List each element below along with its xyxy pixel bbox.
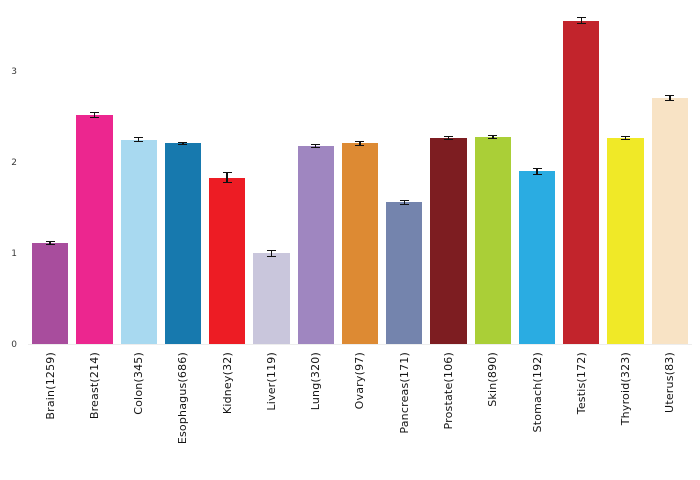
- bar-skin-890: [474, 135, 511, 344]
- bar-uterus-83: [651, 95, 688, 344]
- bar-column: [559, 8, 603, 344]
- error-bar: [45, 241, 55, 246]
- y-tick-label: 0: [11, 340, 17, 350]
- bar-kidney-32: [209, 172, 246, 344]
- bar-column: [205, 8, 249, 344]
- x-tick-label-text: Liver(119): [264, 352, 278, 411]
- bar-column: [648, 8, 692, 344]
- x-tick-label: Kidney(32): [205, 352, 249, 476]
- x-tick-label-text: Esophagus(686): [176, 352, 190, 445]
- bar-column: [117, 8, 161, 344]
- bar-column: [72, 8, 116, 344]
- bar-column: [515, 8, 559, 344]
- error-bar: [311, 144, 321, 148]
- error-bar: [399, 199, 409, 206]
- error-bar: [665, 95, 675, 101]
- x-tick-label: Thyroid(323): [603, 352, 647, 476]
- error-bar: [222, 172, 232, 184]
- bar-pancreas-171: [386, 199, 423, 344]
- x-tick-label: Prostate(106): [426, 352, 470, 476]
- bar-liver-119: [253, 249, 290, 344]
- x-tick-label-text: Brain(1259): [43, 352, 57, 420]
- x-tick-label-text: Thyroid(323): [619, 352, 633, 426]
- x-tick-label: Colon(345): [117, 352, 161, 476]
- x-tick-label: Testis(172): [559, 352, 603, 476]
- x-tick-label-text: Lung(320): [309, 352, 323, 411]
- bar-column: [294, 8, 338, 344]
- bar-testis-172: [563, 17, 600, 344]
- y-tick-label: 1: [11, 248, 17, 259]
- bar-column: [28, 8, 72, 344]
- x-tick-label-text: Breast(214): [87, 352, 101, 420]
- x-tick-label: Pancreas(171): [382, 352, 426, 476]
- x-tick-label: Liver(119): [249, 352, 293, 476]
- x-tick-label: Skin(890): [471, 352, 515, 476]
- error-bar: [488, 135, 498, 139]
- x-tick-label-text: Testis(172): [574, 352, 588, 415]
- bar-brain-1259: [31, 241, 69, 344]
- error-bar: [178, 141, 188, 145]
- bar-column: [161, 8, 205, 344]
- bar-prostate-106: [430, 136, 467, 344]
- error-bar: [355, 140, 365, 147]
- x-tick-label: Uterus(83): [648, 352, 692, 476]
- x-tick-label: Ovary(97): [338, 352, 382, 476]
- error-bar: [134, 137, 144, 142]
- x-axis-labels: Brain(1259) Breast(214) Colon(345) Esophagu…: [28, 352, 692, 476]
- y-tick-label: 3: [11, 66, 17, 77]
- x-tick-label-text: Pancreas(171): [397, 352, 411, 434]
- error-bar: [89, 112, 99, 118]
- x-tick-label-text: Skin(890): [486, 352, 500, 407]
- x-tick-label: Breast(214): [72, 352, 116, 476]
- bar-column: [603, 8, 647, 344]
- x-tick-label-text: Kidney(32): [220, 352, 234, 415]
- bar-column: [382, 8, 426, 344]
- error-bar: [532, 167, 542, 176]
- x-tick-label: Stomach(192): [515, 352, 559, 476]
- bar-colon-345: [120, 137, 157, 344]
- bar-thyroid-323: [607, 136, 644, 344]
- bar-esophagus-686: [164, 141, 202, 344]
- error-bar: [621, 136, 631, 140]
- x-tick-label: Lung(320): [294, 352, 338, 476]
- bar-column: [426, 8, 470, 344]
- bar-column: [338, 8, 382, 344]
- x-tick-label: Brain(1259): [28, 352, 72, 476]
- y-axis: 0 1 2 3: [0, 8, 22, 350]
- bar-column: [249, 8, 293, 344]
- x-tick-label-text: Stomach(192): [530, 352, 544, 433]
- plot-area: [28, 8, 692, 345]
- x-tick-label: Esophagus(686): [161, 352, 205, 476]
- error-bar: [444, 136, 454, 140]
- x-tick-label-text: Ovary(97): [353, 352, 367, 410]
- x-tick-label-text: Uterus(83): [663, 352, 677, 413]
- bar-lung-320: [297, 144, 334, 344]
- error-bar: [266, 249, 276, 257]
- x-tick-label-text: Colon(345): [132, 352, 146, 415]
- bar-ovary-97: [341, 140, 379, 344]
- x-tick-label-text: Prostate(106): [442, 352, 456, 430]
- bar-breast-214: [76, 112, 113, 344]
- bar-column: [471, 8, 515, 344]
- y-tick-label: 2: [11, 157, 17, 168]
- error-bar: [576, 17, 586, 25]
- bar-stomach-192: [518, 167, 556, 344]
